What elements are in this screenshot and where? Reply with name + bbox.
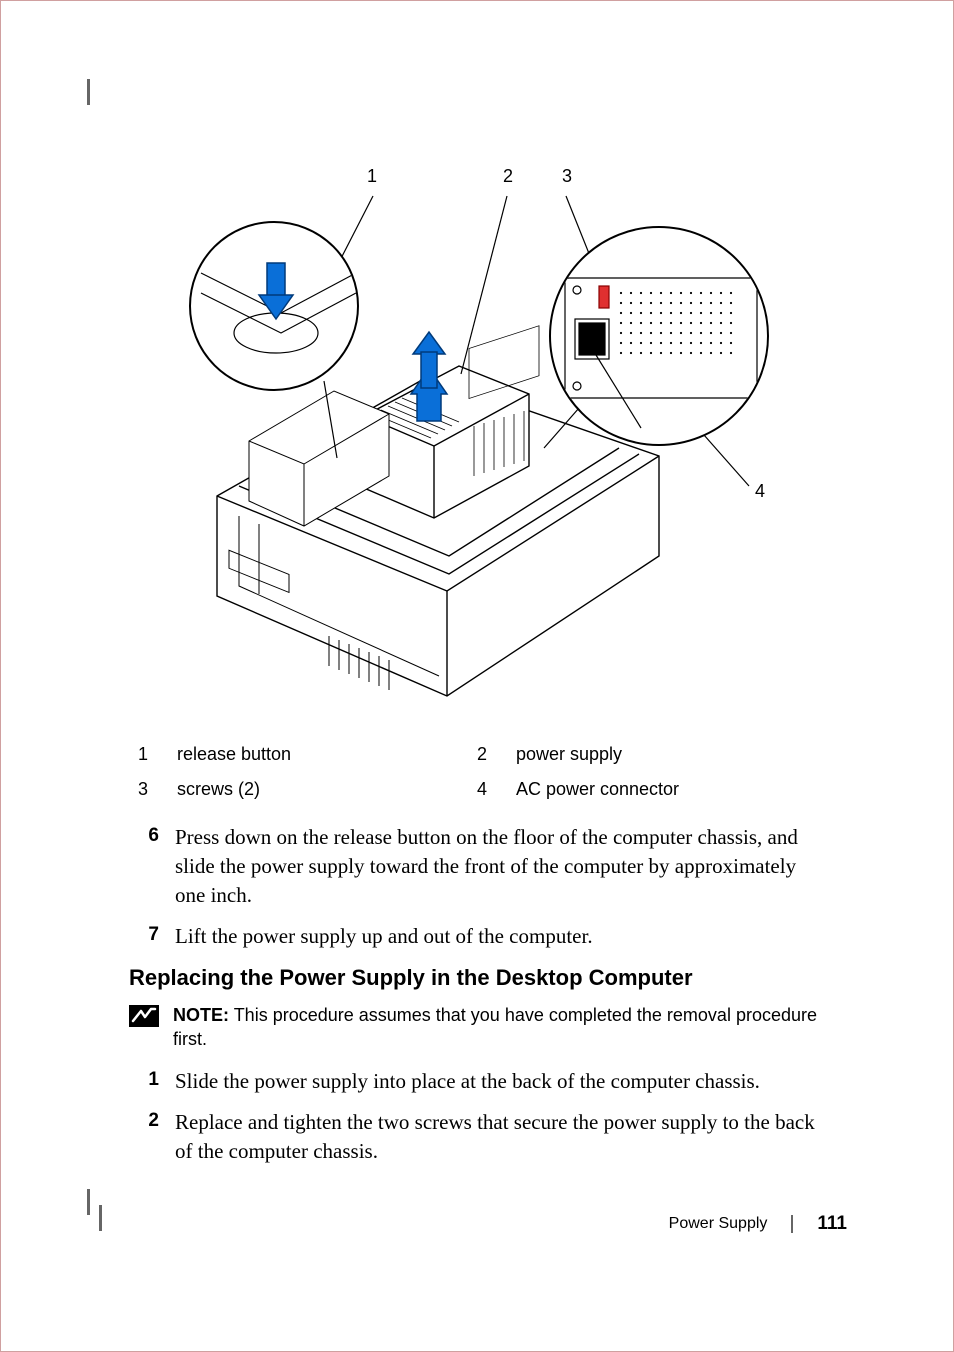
crop-mark — [87, 1189, 90, 1215]
note-icon — [129, 1005, 159, 1027]
section-heading: Replacing the Power Supply in the Deskto… — [129, 965, 693, 991]
callout-1: 1 — [367, 166, 377, 187]
legend-label: power supply — [516, 738, 814, 771]
crop-mark — [87, 79, 90, 105]
callout-2: 2 — [503, 166, 513, 187]
detail-rear-panel — [549, 226, 769, 446]
removal-steps: 6 Press down on the release button on th… — [131, 823, 831, 963]
replace-steps: 1 Slide the power supply into place at t… — [131, 1067, 831, 1178]
legend-num: 4 — [477, 773, 514, 806]
step-text: Lift the power supply up and out of the … — [175, 922, 831, 951]
callout-4: 4 — [755, 481, 765, 502]
footer-separator — [791, 1215, 793, 1233]
step-number: 1 — [131, 1067, 175, 1096]
footer-section: Power Supply — [669, 1215, 768, 1233]
step-text: Press down on the release button on the … — [175, 823, 831, 910]
step-number: 2 — [131, 1108, 175, 1166]
note-label: NOTE: — [173, 1005, 229, 1025]
page-footer: Power Supply 111 — [669, 1213, 847, 1235]
list-item: 6 Press down on the release button on th… — [131, 823, 831, 910]
manual-page: 1 2 3 4 — [0, 0, 954, 1352]
list-item: 1 Slide the power supply into place at t… — [131, 1067, 831, 1096]
table-row: 1 release button 2 power supply — [138, 738, 814, 771]
detail-release-button — [189, 221, 359, 391]
step-text: Slide the power supply into place at the… — [175, 1067, 831, 1096]
press-down-arrow-icon — [259, 263, 293, 319]
table-row: 3 screws (2) 4 AC power connector — [138, 773, 814, 806]
note-block: NOTE: This procedure assumes that you ha… — [129, 1003, 829, 1052]
crop-mark — [99, 1205, 102, 1231]
callout-legend: 1 release button 2 power supply 3 screws… — [136, 736, 816, 808]
step-number: 6 — [131, 823, 175, 910]
page-number: 111 — [817, 1213, 847, 1235]
legend-label: release button — [177, 738, 475, 771]
list-item: 7 Lift the power supply up and out of th… — [131, 922, 831, 951]
step-number: 7 — [131, 922, 175, 951]
legend-label: AC power connector — [516, 773, 814, 806]
callout-3: 3 — [562, 166, 572, 187]
legend-num: 2 — [477, 738, 514, 771]
power-supply-diagram: 1 2 3 4 — [169, 166, 799, 706]
note-body: This procedure assumes that you have com… — [173, 1005, 817, 1049]
list-item: 2 Replace and tighten the two screws tha… — [131, 1108, 831, 1166]
legend-num: 1 — [138, 738, 175, 771]
legend-num: 3 — [138, 773, 175, 806]
note-text: NOTE: This procedure assumes that you ha… — [173, 1003, 829, 1052]
step-text: Replace and tighten the two screws that … — [175, 1108, 831, 1166]
legend-label: screws (2) — [177, 773, 475, 806]
